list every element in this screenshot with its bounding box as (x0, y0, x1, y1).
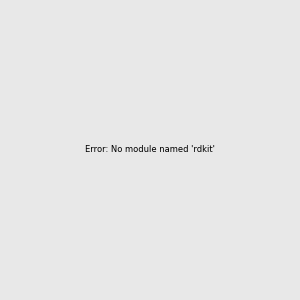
Text: Error: No module named 'rdkit': Error: No module named 'rdkit' (85, 146, 215, 154)
